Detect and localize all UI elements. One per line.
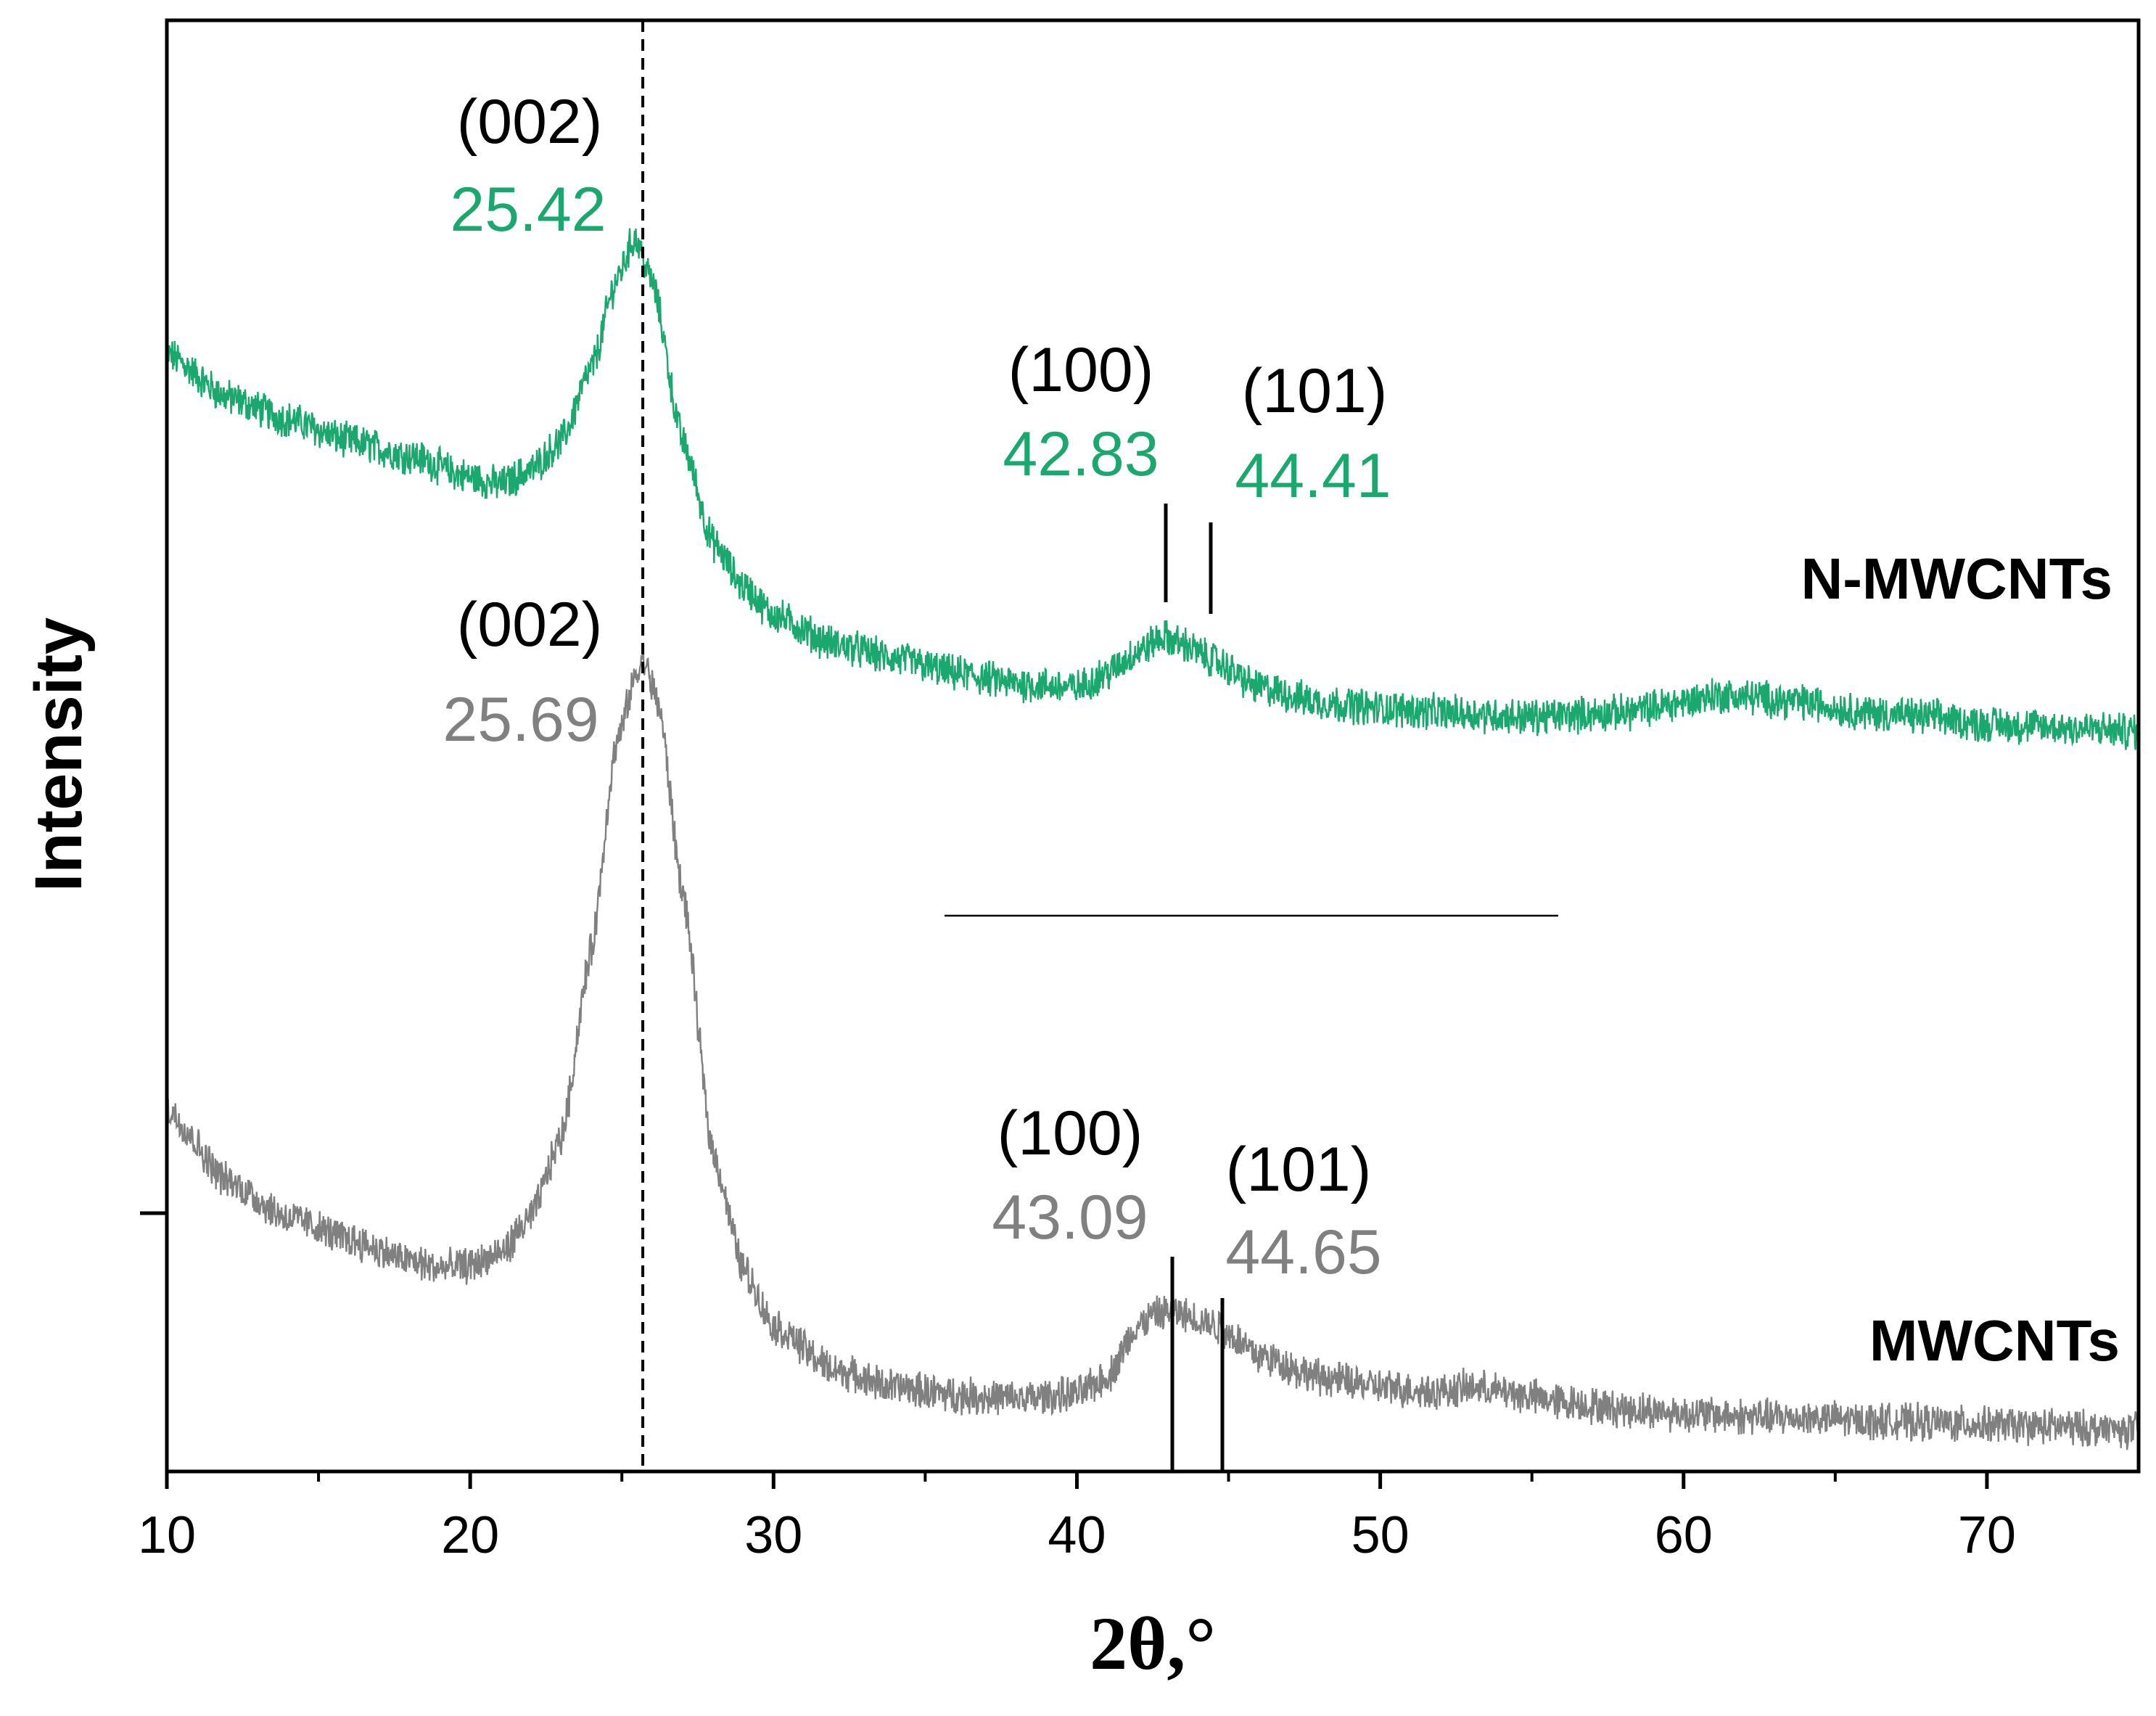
mw-002-value: 25.69	[443, 685, 598, 755]
y-axis-title: Intensity	[22, 617, 96, 892]
x-axis-title: 2θ,°	[1090, 1602, 1216, 1686]
series-mwcnts-label: MWCNTs	[1869, 1308, 2120, 1373]
nmw-002-value: 25.42	[450, 175, 606, 245]
x-tick-label-30: 30	[744, 1506, 802, 1564]
nmw-101-value: 44.41	[1235, 441, 1391, 511]
mw-101-label: (101)	[1226, 1135, 1372, 1204]
series-n-mwcnts-label: N-MWCNTs	[1801, 546, 2112, 611]
nmw-101-label: (101)	[1242, 356, 1388, 426]
nmw-002-label: (002)	[457, 87, 603, 157]
x-tick-label-40: 40	[1048, 1506, 1106, 1564]
mw-100-label: (100)	[997, 1099, 1143, 1168]
series-mwcnts-line	[165, 644, 2140, 1450]
x-tick-label-50: 50	[1351, 1506, 1410, 1564]
x-tick-label-70: 70	[1958, 1506, 2016, 1564]
plot-frame	[165, 18, 2141, 1474]
x-tick-label-10: 10	[138, 1506, 196, 1564]
series-n-mwcnts-line	[165, 228, 2140, 750]
mw-101-value: 44.65	[1225, 1218, 1381, 1287]
nmw-100-label: (100)	[1008, 335, 1154, 405]
x-axis-ticks: 10 20 30 40 50 60 70	[138, 1471, 2016, 1564]
x-tick-label-20: 20	[441, 1506, 499, 1564]
mw-100-value: 43.09	[992, 1183, 1148, 1252]
nmw-100-value: 42.83	[1003, 419, 1159, 489]
mw-002-label: (002)	[457, 590, 603, 660]
x-tick-label-60: 60	[1655, 1506, 1713, 1564]
